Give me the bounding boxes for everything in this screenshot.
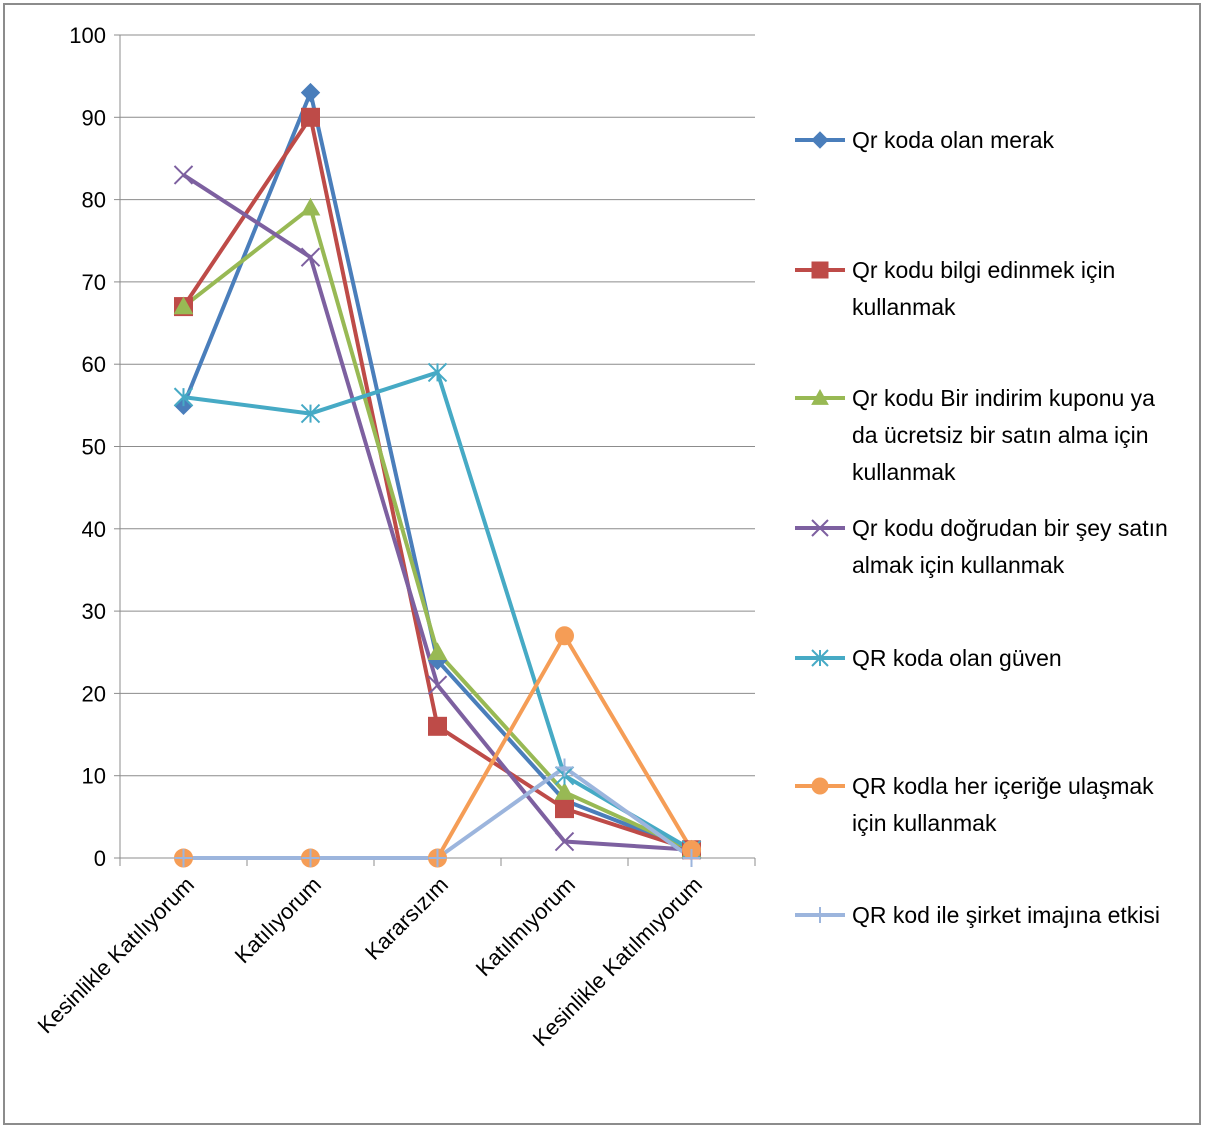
y-tick-label-6: 60: [82, 352, 106, 377]
series-3-point-0: [173, 165, 194, 185]
legend-marker-0: [811, 131, 829, 149]
legend-label-3-0: Qr kodu doğrudan bir şey satın: [852, 515, 1168, 541]
series-6-point-4: [682, 849, 701, 867]
legend-marker-4: [811, 649, 829, 667]
series-line-3: [182, 173, 692, 852]
chart-frame: [3, 3, 1201, 1125]
legend-label-5-1: için kullanmak: [852, 810, 997, 836]
x-category-label-1: Katılıyorum: [230, 872, 326, 968]
legend-label-6-0: QR kod ile şirket imajına etkisi: [852, 902, 1160, 928]
series-3-point-2: [427, 675, 448, 695]
series-2-point-3: [554, 782, 575, 800]
y-tick-label-2: 20: [82, 681, 106, 706]
legend-label-1-0: Qr kodu bilgi edinmek için: [852, 257, 1115, 283]
series-4-point-1: [300, 403, 321, 424]
series-3-point-3: [554, 831, 575, 852]
x-category-label-0: Kesinlikle Katılıyorum: [33, 872, 199, 1038]
series-1-point-2: [428, 716, 447, 736]
legend-marker-2: [811, 388, 829, 405]
x-category-label-2: Kararsızım: [360, 872, 453, 965]
series-line-1: [181, 115, 693, 852]
legend-marker-5: [811, 777, 829, 795]
series-6-point-0: [174, 849, 193, 867]
y-tick-label-3: 30: [82, 599, 106, 624]
series-2-point-0: [173, 296, 194, 315]
series-1-point-3: [555, 799, 574, 819]
y-tick-label-8: 80: [82, 188, 106, 213]
y-tick-label-1: 10: [82, 764, 106, 789]
y-tick-label-7: 70: [82, 270, 106, 295]
y-tick-label-10: 100: [69, 23, 106, 48]
series-3-point-1: [300, 247, 321, 267]
legend-label-2-1: da ücretsiz bir satın alma için: [852, 422, 1149, 448]
y-tick-label-0: 0: [94, 846, 106, 871]
series-6-point-3: [555, 758, 574, 777]
legend-label-1-1: kullanmak: [852, 294, 956, 320]
y-tick-label-9: 90: [82, 105, 106, 130]
legend-marker-1: [811, 261, 829, 279]
series-4-point-2: [427, 362, 448, 383]
series-6-point-2: [428, 849, 447, 867]
x-category-label-3: Katılmıyorum: [471, 872, 580, 981]
series-2-point-2: [427, 642, 448, 660]
legend-label-3-1: almak için kullanmak: [852, 552, 1065, 578]
legend-label-2-0: Qr kodu Bir indirim kuponu ya: [852, 385, 1155, 411]
legend-label-5-0: QR kodla her içeriğe ulaşmak: [852, 773, 1154, 799]
series-4-point-0: [173, 387, 194, 407]
legend-label-4-0: QR koda olan güven: [852, 645, 1062, 671]
legend-marker-6: [812, 907, 828, 923]
legend-marker-3: [811, 519, 829, 537]
series-2-point-1: [300, 197, 321, 216]
series-6-point-1: [301, 849, 320, 867]
legend-label-0-0: Qr koda olan merak: [852, 127, 1054, 153]
series-line-0: [181, 90, 693, 852]
y-tick-label-5: 50: [82, 435, 106, 460]
series-1-point-1: [301, 107, 320, 127]
legend-label-2-2: kullanmak: [852, 459, 956, 485]
series-5-point-3: [555, 626, 574, 646]
y-tick-label-4: 40: [82, 517, 106, 542]
series-0-point-1: [300, 82, 321, 103]
